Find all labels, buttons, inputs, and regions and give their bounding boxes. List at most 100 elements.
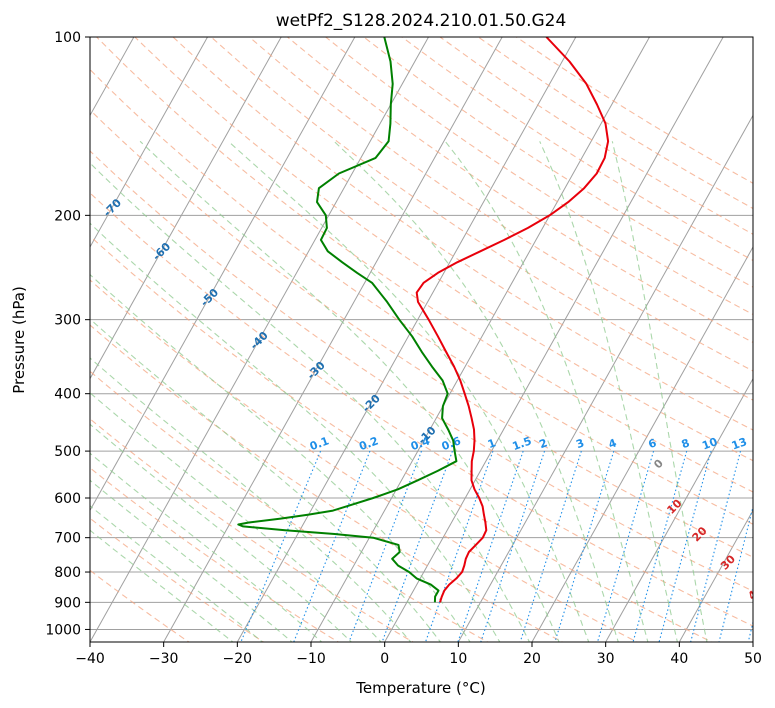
mixing-ratio-label: 3 xyxy=(574,436,586,451)
dry-adiabat xyxy=(134,37,753,462)
isotherm-line xyxy=(384,37,724,642)
isotherm-label: -60 xyxy=(150,240,173,263)
dewpoint-profile xyxy=(237,37,458,603)
isotherm-line xyxy=(90,37,208,249)
mixing-ratio-label: 1 xyxy=(486,436,498,451)
isotherm-label: -90 xyxy=(0,121,19,144)
theta-e-label: 30 xyxy=(718,552,738,572)
x-tick-label: −20 xyxy=(223,651,253,667)
mixing-ratio-label: 16 xyxy=(756,435,775,453)
dry-adiabat xyxy=(90,418,415,642)
dry-adiabat xyxy=(90,235,713,642)
plot-frame xyxy=(89,36,754,643)
dry-adiabat xyxy=(90,279,639,642)
isotherm-line xyxy=(90,37,282,380)
y-tick-label: 700 xyxy=(54,531,81,547)
y-axis: 100 200 300 400 500 600 700 800 900 1000 xyxy=(45,30,90,638)
isotherm-line xyxy=(163,37,503,642)
isotherm-label: -70 xyxy=(101,196,124,219)
x-tick-label: 10 xyxy=(449,651,467,667)
moist-adiabat xyxy=(611,141,708,642)
mixing-ratio-label: 0.4 xyxy=(409,434,432,453)
dry-adiabat xyxy=(90,467,340,642)
moist-adiabat xyxy=(90,222,501,642)
mixing-ratio-line xyxy=(718,504,753,642)
moist-adiabat xyxy=(90,505,264,642)
moist-adiabat xyxy=(90,318,442,642)
isotherm-line xyxy=(678,509,753,642)
dry-adiabat xyxy=(90,569,190,642)
moist-adiabat xyxy=(90,479,293,642)
dry-adiabat xyxy=(90,517,265,642)
x-tick-label: 0 xyxy=(380,651,389,667)
sounding-profiles xyxy=(237,37,610,603)
moist-adiabat xyxy=(333,140,619,642)
dry-adiabat xyxy=(90,109,753,558)
dry-adiabat xyxy=(325,37,753,316)
temperature-profile xyxy=(415,37,610,603)
mixing-ratio-label: 2 xyxy=(538,436,550,451)
mixing-ratio-label: 4 xyxy=(607,436,619,451)
mixing-ratio-line xyxy=(658,450,712,642)
x-tick-label: 40 xyxy=(670,651,688,667)
x-tick-label: −10 xyxy=(296,651,326,667)
dry-adiabat xyxy=(90,324,564,642)
isotherm-line xyxy=(752,640,753,642)
moist-adiabat xyxy=(90,273,471,642)
y-tick-label: 400 xyxy=(54,387,81,403)
x-tick-label: 50 xyxy=(744,651,762,667)
mixing-ratio-line xyxy=(240,450,322,642)
dry-adiabat xyxy=(90,370,489,642)
moist-adiabat xyxy=(139,140,560,642)
x-axis-title: Temperature (°C) xyxy=(355,679,485,697)
moist-adiabat xyxy=(90,162,531,642)
isotherm-line xyxy=(605,377,753,642)
theta-e-label: 40 xyxy=(745,582,765,602)
moist-adiabat xyxy=(444,140,649,642)
y-tick-label: 300 xyxy=(54,313,81,329)
isotherm-line xyxy=(90,37,429,642)
moist-adiabat xyxy=(90,529,234,642)
mixing-ratio-line xyxy=(293,450,371,642)
y-axis-title: Pressure (hPa) xyxy=(10,286,28,394)
moist-adiabat xyxy=(227,140,590,642)
moist-adiabat xyxy=(90,423,353,642)
mixing-ratio-label: 0.1 xyxy=(308,434,331,453)
x-tick-label: −40 xyxy=(75,651,105,667)
mixing-ratio-label: 0.6 xyxy=(440,434,463,453)
dry-adiabat xyxy=(210,37,753,401)
dry-adiabat xyxy=(96,37,753,493)
y-tick-label: 900 xyxy=(54,595,81,611)
x-tick-label: −30 xyxy=(149,651,179,667)
isotherm-line xyxy=(90,37,356,512)
dry-adiabat xyxy=(90,68,753,525)
dry-adiabat xyxy=(172,37,753,431)
mixing-ratio-line xyxy=(690,450,742,642)
mixing-ratio-label: 10 xyxy=(700,435,719,453)
y-tick-label: 500 xyxy=(54,444,81,460)
mixing-ratio-line xyxy=(480,450,546,642)
mixing-ratio-label: 6 xyxy=(647,436,659,451)
x-axis: −40 −30 −20 −10 0 10 20 30 40 50 xyxy=(75,642,762,667)
background-labels: 0.10.20.40.611.52346810131620253036-100-… xyxy=(0,121,775,603)
isotherm-label: -20 xyxy=(360,392,383,415)
isotherm-label: -40 xyxy=(248,329,271,352)
background-lines xyxy=(90,37,753,642)
dry-adiabat xyxy=(90,150,753,592)
y-tick-label: 1000 xyxy=(45,622,81,638)
y-tick-label: 200 xyxy=(54,208,81,224)
dry-adiabat xyxy=(363,37,753,288)
x-tick-label: 20 xyxy=(523,651,541,667)
isotherm-line xyxy=(236,37,577,642)
mixing-ratio-label: 1.5 xyxy=(511,434,534,453)
isotherm-line xyxy=(531,246,753,642)
isotherm-label: -80 xyxy=(46,162,69,185)
mixing-ratio-line xyxy=(348,450,423,642)
y-tick-label: 600 xyxy=(54,491,81,507)
dry-adiabat xyxy=(90,192,753,627)
mixing-ratio-line xyxy=(596,450,655,642)
moist-adiabat xyxy=(539,141,678,642)
moist-adiabat xyxy=(90,357,412,642)
dry-adiabat xyxy=(516,37,753,184)
